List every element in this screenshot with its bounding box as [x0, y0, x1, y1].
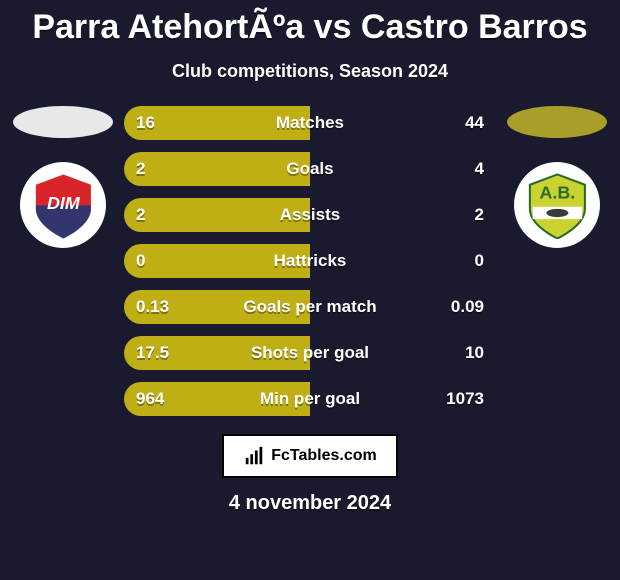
right-oval	[507, 106, 607, 138]
stat-label: Goals	[124, 159, 496, 179]
chart-icon	[243, 445, 265, 467]
left-side: DIM	[8, 106, 118, 248]
shield-icon: A.B.	[523, 171, 592, 240]
badge-text: DIM	[47, 192, 81, 212]
stat-row: 2Goals4	[124, 152, 496, 186]
comparison-container: DIM 16Matches44 2Goals4 2Assists2 0Hattrick…	[0, 106, 620, 416]
stat-label: Min per goal	[124, 389, 496, 409]
stat-label: Shots per goal	[124, 343, 496, 363]
stat-label: Assists	[124, 205, 496, 225]
stat-label: Goals per match	[124, 297, 496, 317]
stat-label: Hattricks	[124, 251, 496, 271]
season-subtitle: Club competitions, Season 2024	[0, 61, 620, 82]
stat-rows: 16Matches44 2Goals4 2Assists2 0Hattricks0 0.…	[118, 106, 502, 416]
stat-row: 2Assists2	[124, 198, 496, 232]
brand-label: FcTables.com	[271, 447, 377, 465]
stat-row: 0.13Goals per match0.09	[124, 290, 496, 324]
badge-text: A.B.	[539, 182, 575, 202]
date-label: 4 november 2024	[0, 492, 620, 515]
right-side: A.B.	[502, 106, 612, 248]
shield-icon: DIM	[29, 171, 98, 240]
left-team-badge: DIM	[20, 162, 106, 248]
stat-row: 16Matches44	[124, 106, 496, 140]
right-team-badge: A.B.	[514, 162, 600, 248]
stat-row: 964Min per goal1073	[124, 382, 496, 416]
stat-row: 17.5Shots per goal10	[124, 336, 496, 370]
page-title: Parra AtehortÃºa vs Castro Barros	[0, 0, 620, 47]
left-oval	[13, 106, 113, 138]
stat-label: Matches	[124, 113, 496, 133]
stat-row: 0Hattricks0	[124, 244, 496, 278]
brand-card: FcTables.com	[222, 434, 398, 478]
